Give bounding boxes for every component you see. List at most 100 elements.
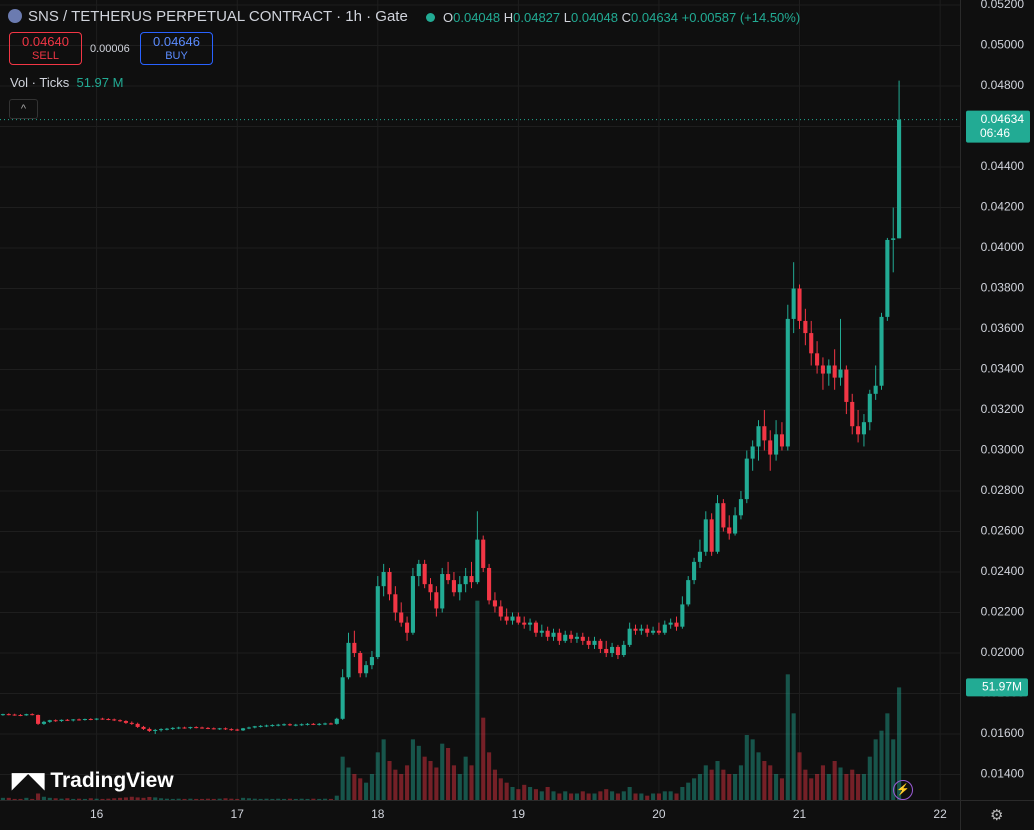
volume-bar bbox=[246, 798, 251, 800]
volume-bar bbox=[205, 798, 210, 800]
volume-bar bbox=[533, 789, 538, 800]
change-value: +0.00587 (+14.50%) bbox=[681, 10, 801, 25]
candle-body bbox=[504, 616, 509, 621]
y-tick-label: 0.03200 bbox=[981, 402, 1025, 416]
volume-bar bbox=[352, 774, 357, 800]
volume-bar bbox=[879, 730, 884, 800]
volume-bar bbox=[528, 787, 533, 800]
candle-body bbox=[217, 728, 222, 730]
volume-bar bbox=[12, 798, 17, 800]
volume-bar bbox=[293, 798, 298, 800]
candle-body bbox=[65, 719, 70, 721]
candle-body bbox=[873, 385, 878, 394]
y-tick-label: 0.02400 bbox=[981, 564, 1025, 578]
candle-body bbox=[258, 725, 263, 727]
volume-bar bbox=[569, 793, 574, 800]
candle-body bbox=[604, 648, 609, 653]
volume-bar bbox=[434, 767, 439, 800]
volume-bar bbox=[0, 797, 5, 800]
volume-bar bbox=[182, 798, 187, 800]
candle-body bbox=[12, 714, 17, 716]
candle-body bbox=[580, 636, 585, 641]
volume-bar bbox=[358, 778, 363, 800]
volume-bar bbox=[539, 791, 544, 800]
candle-body bbox=[533, 622, 538, 633]
candle-body bbox=[569, 634, 574, 639]
candle-body bbox=[563, 634, 568, 641]
candle-body bbox=[159, 729, 164, 731]
candle-body bbox=[387, 572, 392, 595]
sell-price: 0.04640 bbox=[22, 34, 69, 49]
candle-body bbox=[861, 422, 866, 435]
volume-bar bbox=[797, 752, 802, 800]
candle-body bbox=[53, 720, 58, 722]
candle-body bbox=[305, 723, 310, 725]
x-tick-label: 21 bbox=[793, 807, 807, 821]
countdown-label: 06:46 bbox=[980, 126, 1010, 140]
settings-icon[interactable]: ⚙ bbox=[990, 807, 1004, 824]
candle-body bbox=[422, 563, 427, 585]
volume-bar bbox=[305, 798, 310, 800]
alert-icon[interactable]: ⚡ bbox=[893, 780, 913, 800]
volume-bar bbox=[709, 769, 714, 800]
volume-bar bbox=[170, 798, 175, 800]
volume-bar bbox=[47, 797, 52, 800]
candle-body bbox=[850, 401, 855, 427]
volume-bar bbox=[592, 793, 597, 800]
volume-bar bbox=[838, 767, 843, 800]
volume-bar bbox=[147, 796, 152, 800]
volume-bar bbox=[287, 798, 292, 800]
candle-body bbox=[328, 723, 333, 725]
volume-bar bbox=[129, 796, 134, 800]
candle-body bbox=[639, 628, 644, 631]
sell-button[interactable]: 0.04640 SELL bbox=[9, 32, 82, 65]
candle-body bbox=[727, 527, 732, 534]
candle-body bbox=[815, 353, 820, 366]
volume-bar bbox=[791, 713, 796, 800]
volume-bar bbox=[328, 798, 333, 800]
volume-bar bbox=[867, 756, 872, 800]
last-price-tag bbox=[966, 110, 1030, 143]
volume-bar bbox=[738, 765, 743, 800]
candle-body bbox=[311, 723, 316, 725]
candle-body bbox=[346, 642, 351, 678]
close-value: 0.04634 bbox=[631, 10, 679, 25]
volume-bar bbox=[194, 798, 199, 800]
candle-body bbox=[211, 728, 216, 730]
candle-body bbox=[147, 728, 152, 731]
candle-body bbox=[756, 426, 761, 447]
candle-body bbox=[721, 503, 726, 528]
candle-body bbox=[867, 393, 872, 423]
candle-body bbox=[651, 630, 656, 633]
volume-bar bbox=[785, 674, 790, 800]
candle-body bbox=[276, 724, 281, 726]
logo: ◤◥ TradingView bbox=[12, 768, 174, 793]
candle-body bbox=[469, 576, 474, 583]
volume-bar bbox=[627, 787, 632, 800]
open-value: 0.04048 bbox=[453, 10, 501, 25]
y-tick-label: 0.04000 bbox=[981, 240, 1025, 254]
candle-body bbox=[856, 426, 861, 435]
l-label: L bbox=[563, 10, 571, 25]
candle-body bbox=[393, 594, 398, 613]
candle-body bbox=[170, 727, 175, 729]
volume-bar bbox=[53, 798, 58, 800]
candle-body bbox=[358, 652, 363, 674]
candle-body bbox=[194, 727, 199, 729]
candle-body bbox=[100, 718, 105, 720]
candle-body bbox=[820, 365, 825, 374]
candle-body bbox=[686, 580, 691, 605]
candle-body bbox=[77, 719, 82, 721]
buy-button[interactable]: 0.04646 BUY bbox=[140, 32, 213, 65]
volume-bar bbox=[346, 767, 351, 800]
collapse-button[interactable]: ^ bbox=[9, 99, 38, 119]
volume-bar bbox=[36, 793, 41, 800]
volume-bar bbox=[463, 756, 468, 800]
candle-body bbox=[364, 665, 369, 674]
candle-body bbox=[282, 724, 287, 726]
candle-body bbox=[610, 646, 615, 653]
volume-bar bbox=[487, 752, 492, 800]
candle-body bbox=[586, 640, 591, 645]
volume-bar bbox=[815, 774, 820, 800]
candle-body bbox=[838, 369, 843, 378]
